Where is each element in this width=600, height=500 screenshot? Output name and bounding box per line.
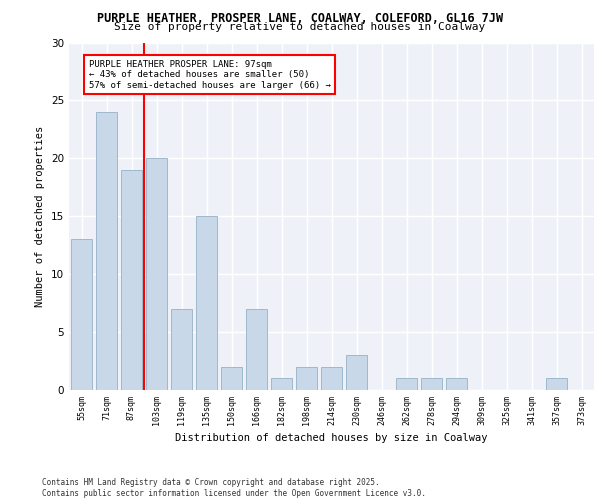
Bar <box>196 216 217 390</box>
X-axis label: Distribution of detached houses by size in Coalway: Distribution of detached houses by size … <box>175 433 488 443</box>
Bar <box>446 378 467 390</box>
Bar <box>121 170 142 390</box>
Bar <box>96 112 117 390</box>
Bar <box>546 378 567 390</box>
Text: Contains HM Land Registry data © Crown copyright and database right 2025.
Contai: Contains HM Land Registry data © Crown c… <box>42 478 426 498</box>
Bar <box>171 309 192 390</box>
Bar <box>221 367 242 390</box>
Bar <box>271 378 292 390</box>
Bar <box>296 367 317 390</box>
Bar <box>246 309 267 390</box>
Bar <box>396 378 417 390</box>
Text: PURPLE HEATHER PROSPER LANE: 97sqm
← 43% of detached houses are smaller (50)
57%: PURPLE HEATHER PROSPER LANE: 97sqm ← 43%… <box>89 60 331 90</box>
Bar <box>346 355 367 390</box>
Text: Size of property relative to detached houses in Coalway: Size of property relative to detached ho… <box>115 22 485 32</box>
Bar <box>321 367 342 390</box>
Text: PURPLE HEATHER, PROSPER LANE, COALWAY, COLEFORD, GL16 7JW: PURPLE HEATHER, PROSPER LANE, COALWAY, C… <box>97 12 503 26</box>
Bar <box>421 378 442 390</box>
Bar <box>71 240 92 390</box>
Bar <box>146 158 167 390</box>
Y-axis label: Number of detached properties: Number of detached properties <box>35 126 46 307</box>
